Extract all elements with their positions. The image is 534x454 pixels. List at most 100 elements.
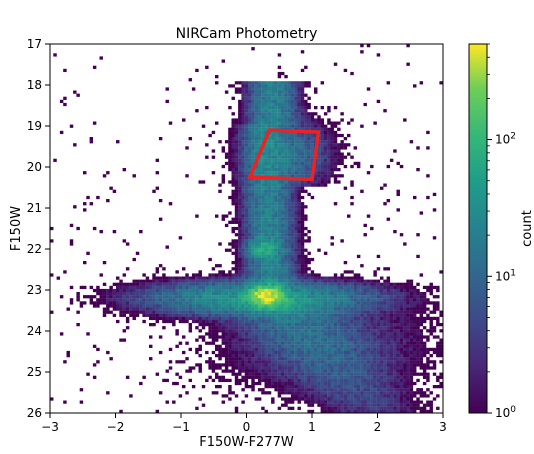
heatmap-cell (254, 369, 259, 373)
heatmap-cell (281, 245, 285, 249)
heatmap-cell (248, 310, 252, 314)
heatmap-cell (251, 127, 255, 131)
heatmap-cell (234, 372, 239, 376)
heatmap-cell (350, 307, 354, 311)
heatmap-cell (343, 282, 348, 286)
heatmap-cell (386, 400, 391, 404)
heatmap-cell (314, 397, 318, 401)
heatmap-cell (403, 378, 407, 383)
heatmap-cell (271, 372, 275, 376)
heatmap-cell (323, 406, 328, 410)
heatmap-cell (307, 341, 311, 345)
heatmap-cell (264, 211, 268, 215)
heatmap-cell (261, 251, 265, 255)
heatmap-cell (297, 288, 301, 293)
heatmap-cell (363, 304, 367, 308)
heatmap-cell (409, 288, 414, 293)
heatmap-cell (297, 264, 301, 268)
heatmap-cell (257, 115, 262, 119)
heatmap-cell (290, 106, 295, 110)
heatmap-cell (257, 292, 262, 296)
heatmap-cell (185, 298, 189, 302)
heatmap-cell (294, 335, 298, 339)
heatmap-cell (386, 363, 391, 367)
heatmap-cell (145, 295, 150, 299)
heatmap-cell (165, 307, 169, 311)
heatmap-cell (241, 375, 245, 379)
heatmap-cell (343, 329, 348, 333)
heatmap-cell (356, 310, 361, 314)
heatmap-cell (320, 292, 325, 296)
heatmap-cell (69, 223, 74, 228)
heatmap-cell (290, 174, 295, 178)
heatmap-cell (267, 220, 272, 224)
heatmap-cell (366, 319, 371, 324)
heatmap-cell (333, 292, 338, 296)
heatmap-cell (314, 369, 318, 373)
heatmap-cell (231, 146, 235, 150)
heatmap-cell (356, 366, 361, 370)
heatmap-cell (350, 292, 354, 296)
heatmap-cell (409, 378, 414, 383)
heatmap-cell (290, 81, 295, 85)
heatmap-cell (347, 279, 351, 283)
heatmap-cell (300, 174, 305, 178)
heatmap-cell (248, 102, 252, 107)
heatmap-cell (307, 360, 311, 364)
heatmap-cell (284, 158, 288, 162)
heatmap-cell (129, 288, 133, 293)
heatmap-cell (310, 338, 315, 342)
heatmap-cell (330, 146, 334, 150)
heatmap-cell (393, 313, 397, 317)
heatmap-cell (244, 202, 249, 206)
heatmap-cell (356, 313, 361, 317)
heatmap-cell (307, 137, 311, 141)
heatmap-cell (234, 363, 239, 367)
heatmap-cell (297, 270, 301, 274)
heatmap-cell (396, 403, 400, 407)
heatmap-cell (238, 140, 242, 144)
heatmap-cell (251, 115, 255, 119)
heatmap-cell (380, 288, 384, 293)
heatmap-cell (409, 354, 414, 358)
heatmap-cell (409, 292, 414, 296)
heatmap-cell (142, 375, 146, 379)
heatmap-cell (343, 366, 348, 370)
heatmap-cell (323, 375, 328, 379)
heatmap-cell (343, 385, 348, 389)
heatmap-cell (281, 140, 285, 144)
heatmap-cell (320, 124, 325, 128)
heatmap-cell (330, 149, 334, 153)
heatmap-cell (172, 276, 176, 280)
heatmap-cell (370, 335, 374, 339)
heatmap-cell (337, 341, 341, 345)
heatmap-cell (389, 403, 394, 407)
heatmap-cell (168, 347, 173, 352)
heatmap-cell (284, 329, 288, 333)
heatmap-cell (290, 329, 295, 333)
heatmap-cell (399, 363, 404, 367)
heatmap-cell (337, 168, 341, 172)
heatmap-cell (330, 326, 334, 330)
heatmap-cell (314, 273, 318, 277)
heatmap-cell (96, 285, 100, 290)
heatmap-cell (393, 285, 397, 290)
heatmap-cell (152, 189, 156, 193)
heatmap-cell (158, 276, 163, 280)
heatmap-cell (158, 335, 163, 339)
heatmap-cell (284, 93, 288, 97)
heatmap-cell (297, 347, 301, 352)
heatmap-cell (251, 99, 255, 104)
heatmap-cell (366, 363, 371, 367)
heatmap-cell (393, 292, 397, 296)
heatmap-cell (231, 202, 235, 206)
heatmap-cell (224, 338, 229, 342)
heatmap-cell (343, 391, 348, 395)
heatmap-cell (399, 406, 404, 410)
heatmap-cell (261, 276, 265, 280)
heatmap-cell (337, 369, 341, 373)
heatmap-cell (281, 158, 285, 162)
heatmap-cell (264, 282, 268, 286)
heatmap-cell (257, 366, 262, 370)
heatmap-cell (69, 124, 74, 128)
